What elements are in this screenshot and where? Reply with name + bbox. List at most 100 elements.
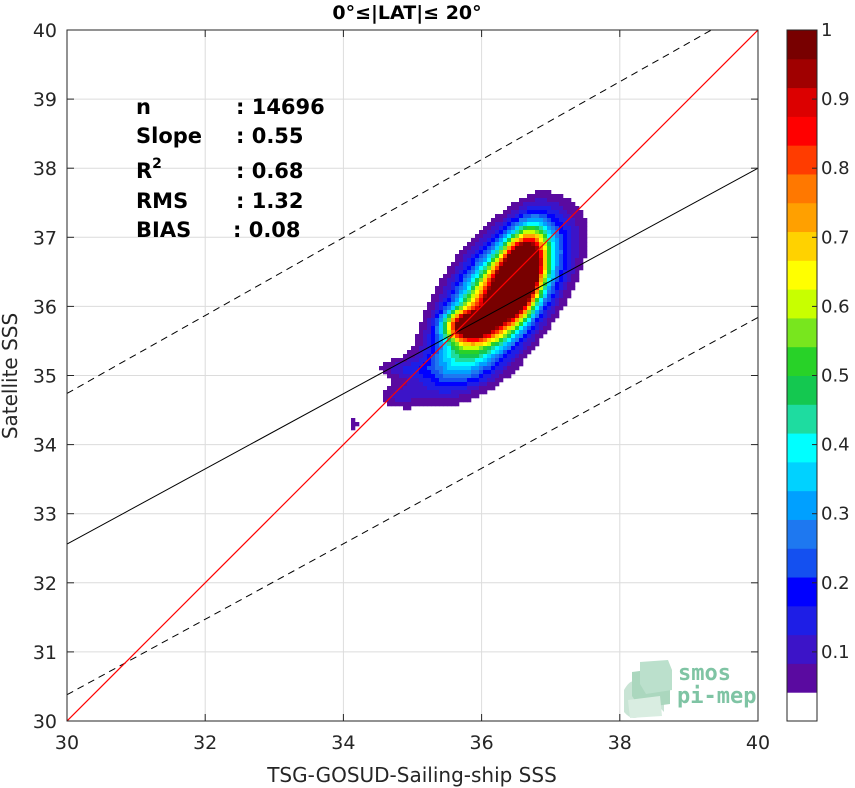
density-cell [467, 318, 472, 323]
density-cell [551, 234, 556, 239]
density-cell [499, 334, 504, 339]
density-cell [547, 194, 552, 199]
density-cell [447, 366, 452, 371]
density-cell [395, 386, 400, 391]
x-axis-ticks: 30 32 34 36 38 40 [55, 30, 770, 754]
density-cell [435, 334, 440, 339]
density-cell [403, 402, 408, 407]
density-cell [463, 366, 468, 371]
density-cell [351, 418, 356, 423]
density-cell [563, 286, 568, 291]
density-cell [543, 206, 548, 211]
density-cell [439, 314, 444, 319]
density-cell [539, 242, 544, 247]
density-cell [547, 322, 552, 327]
density-cell [399, 374, 404, 379]
density-cell [511, 226, 516, 231]
density-cell [519, 218, 524, 223]
density-cell [507, 238, 512, 243]
density-cell [547, 310, 552, 315]
density-cell [551, 242, 556, 247]
density-cell [531, 334, 536, 339]
density-cell [559, 230, 564, 235]
y-tick-label: 30 [33, 711, 57, 733]
density-cell [563, 266, 568, 271]
density-cell [503, 234, 508, 239]
density-cell [543, 238, 548, 243]
density-cell [507, 314, 512, 319]
density-cell [551, 290, 556, 295]
density-cell [527, 306, 532, 311]
colorbar-band [787, 519, 817, 549]
density-cell [555, 238, 560, 243]
stat-r2-label: R2 [136, 156, 162, 183]
x-tick-label: 32 [193, 732, 217, 754]
density-cell [467, 302, 472, 307]
density-cell [523, 326, 528, 331]
density-cell [431, 318, 436, 323]
density-cell [563, 230, 568, 235]
density-cell [479, 258, 484, 263]
density-cell [551, 270, 556, 275]
density-cell [479, 294, 484, 299]
density-cell [567, 206, 572, 211]
density-cell [475, 278, 480, 283]
density-cell [575, 246, 580, 251]
density-cell [475, 254, 480, 259]
density-cell [539, 258, 544, 263]
density-cell [435, 362, 440, 367]
density-cell [523, 234, 528, 239]
density-cell [479, 338, 484, 343]
density-cell [427, 374, 432, 379]
density-cell [479, 306, 484, 311]
density-cell [531, 294, 536, 299]
density-cell [499, 358, 504, 363]
density-cell [419, 342, 424, 347]
density-cell [395, 382, 400, 387]
density-cell [447, 282, 452, 287]
density-cell [555, 298, 560, 303]
density-cell [471, 298, 476, 303]
density-cell [503, 214, 508, 219]
density-cell [523, 286, 528, 291]
density-cell [503, 374, 508, 379]
density-cell [555, 314, 560, 319]
y-tick-label: 40 [33, 20, 57, 42]
density-cell [487, 382, 492, 387]
density-cell [387, 386, 392, 391]
density-cell [407, 378, 412, 383]
density-cell [579, 246, 584, 251]
density-cell [539, 290, 544, 295]
density-cell [535, 330, 540, 335]
density-cell [535, 326, 540, 331]
density-cell [543, 246, 548, 251]
colorbar-tick-label: 0.4 [821, 435, 850, 456]
density-cell [483, 290, 488, 295]
density-cell [463, 310, 468, 315]
density-cell [531, 338, 536, 343]
density-cell [523, 338, 528, 343]
density-cell [483, 358, 488, 363]
density-cell [495, 246, 500, 251]
density-cell [531, 230, 536, 235]
density-cell [531, 250, 536, 255]
density-cell [543, 286, 548, 291]
density-cell [431, 362, 436, 367]
density-cell [551, 310, 556, 315]
density-cell [575, 210, 580, 215]
density-cell [543, 306, 548, 311]
density-cell [583, 250, 588, 255]
density-cell [515, 338, 520, 343]
density-cell [483, 370, 488, 375]
density-cell [495, 290, 500, 295]
density-cell [427, 390, 432, 395]
density-cell [439, 362, 444, 367]
density-cell [443, 322, 448, 327]
density-cell [455, 298, 460, 303]
colorbar-tick-label: 0.2 [821, 573, 850, 594]
density-cell [531, 330, 536, 335]
density-cell [511, 334, 516, 339]
density-cell [451, 358, 456, 363]
density-cell [531, 234, 536, 239]
density-cell [451, 298, 456, 303]
